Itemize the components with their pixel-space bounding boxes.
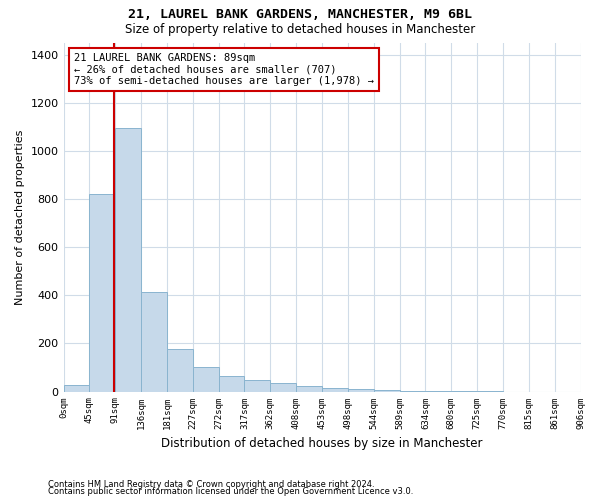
- Bar: [374, 390, 400, 392]
- Bar: [115, 128, 141, 392]
- Bar: [141, 292, 167, 392]
- Text: Contains public sector information licensed under the Open Government Licence v3: Contains public sector information licen…: [48, 488, 413, 496]
- Bar: [244, 380, 271, 392]
- Bar: [89, 194, 115, 392]
- Bar: [218, 376, 244, 392]
- Bar: [400, 391, 425, 392]
- Bar: [322, 388, 348, 392]
- X-axis label: Distribution of detached houses by size in Manchester: Distribution of detached houses by size …: [161, 437, 483, 450]
- Text: 21 LAUREL BANK GARDENS: 89sqm
← 26% of detached houses are smaller (707)
73% of : 21 LAUREL BANK GARDENS: 89sqm ← 26% of d…: [74, 53, 374, 86]
- Bar: [64, 385, 89, 392]
- Bar: [348, 389, 374, 392]
- Text: Size of property relative to detached houses in Manchester: Size of property relative to detached ho…: [125, 22, 475, 36]
- Bar: [271, 383, 296, 392]
- Text: 21, LAUREL BANK GARDENS, MANCHESTER, M9 6BL: 21, LAUREL BANK GARDENS, MANCHESTER, M9 …: [128, 8, 472, 20]
- Text: Contains HM Land Registry data © Crown copyright and database right 2024.: Contains HM Land Registry data © Crown c…: [48, 480, 374, 489]
- Y-axis label: Number of detached properties: Number of detached properties: [15, 130, 25, 304]
- Bar: [193, 368, 218, 392]
- Bar: [296, 386, 322, 392]
- Bar: [167, 350, 193, 392]
